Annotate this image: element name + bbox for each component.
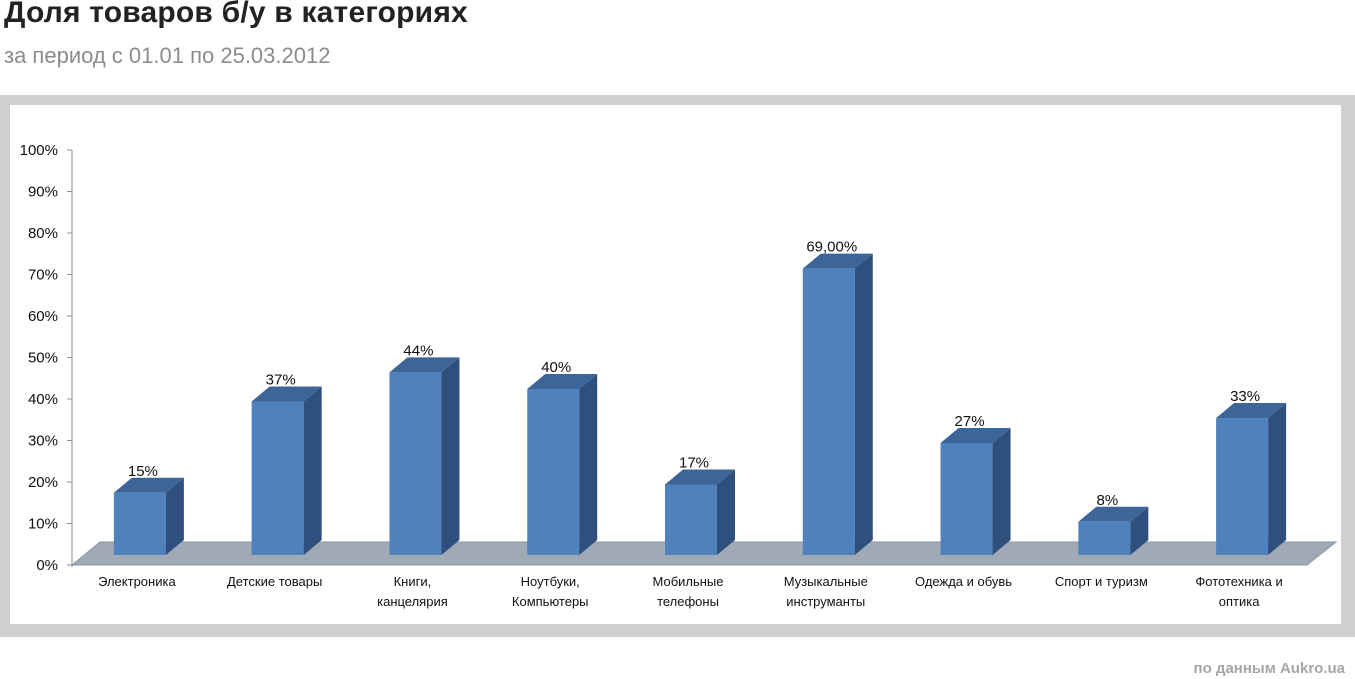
x-category-label: оптика (1219, 594, 1260, 609)
bar-top (1078, 506, 1149, 522)
bar-front (940, 442, 993, 555)
bar-top (940, 427, 1011, 443)
bar-side (717, 469, 735, 555)
bar-side (1130, 506, 1149, 555)
bar-front (251, 401, 304, 555)
y-tick-label: 50% (28, 350, 58, 367)
bar-top (665, 469, 735, 485)
x-category-label: Спорт и туризм (1055, 574, 1148, 589)
x-category-label: Фототехника и (1195, 574, 1282, 589)
data-label: 44% (403, 342, 433, 359)
bar-side (579, 374, 598, 555)
y-tick-label: 40% (28, 391, 58, 408)
bar-top (527, 374, 598, 389)
x-category-label: инструманты (786, 594, 865, 609)
x-category-label: Одежда и обувь (915, 574, 1012, 589)
bar-top (113, 477, 184, 493)
chart-plot-area: 0% 10% 20% 30% 40% 50% 60% 70% 80% 90% 100% 15% Элек… (10, 105, 1341, 624)
bar-chart: 0% 10% 20% 30% 40% 50% 60% 70% 80% 90% 100% 15% Элек… (20, 142, 1338, 609)
bar-front (665, 484, 717, 555)
bar-front (527, 389, 580, 555)
bar-side (441, 357, 460, 555)
bar-top (1216, 403, 1287, 419)
chart-title: Доля товаров б/у в категориях (4, 0, 468, 29)
data-label: 15% (128, 463, 158, 480)
bar-top (389, 357, 460, 373)
y-tick-label: 60% (28, 308, 58, 325)
x-category-label: Книги, (394, 574, 432, 589)
data-label: 37% (266, 371, 296, 388)
bar-side (303, 386, 322, 555)
bar-side (854, 253, 873, 555)
y-tick-label: 100% (20, 142, 58, 159)
bar-front (1078, 521, 1131, 555)
y-tick-label: 90% (28, 184, 58, 201)
data-label: 40% (541, 359, 571, 376)
y-tick-label: 10% (28, 516, 58, 533)
x-category-label: Ноутбуки, (521, 574, 580, 589)
data-label: 33% (1230, 388, 1260, 405)
bar-top (251, 386, 322, 402)
chart-subtitle: за период с 01.01 по 25.03.2012 (4, 43, 331, 68)
bar-side (165, 477, 184, 555)
bar-front (1216, 418, 1269, 555)
source-note: по данным Aukro.ua (1193, 660, 1345, 677)
x-category-label: Детские товары (227, 574, 322, 589)
data-label: 8% (1096, 492, 1118, 509)
data-label: 69,00% (806, 239, 857, 256)
data-label: 27% (955, 413, 985, 430)
y-tick-label: 70% (28, 267, 58, 284)
bar-side (1268, 403, 1287, 555)
bar-top (802, 253, 873, 269)
bar-side (992, 427, 1011, 555)
chart-frame: 0% 10% 20% 30% 40% 50% 60% 70% 80% 90% 100% 15% Элек… (0, 95, 1355, 637)
y-tick-label: 80% (28, 225, 58, 242)
y-tick-label: 30% (28, 433, 58, 450)
x-category-label: Музыкальные (784, 574, 868, 589)
x-category-label: Компьютеры (512, 594, 589, 609)
y-tick-label: 0% (36, 557, 58, 574)
data-label: 17% (679, 454, 709, 471)
x-category-label: канцелярия (377, 594, 448, 609)
x-category-label: Мобильные (652, 574, 723, 589)
bar-front (389, 372, 442, 555)
bar-front (802, 268, 855, 555)
y-tick-label: 20% (28, 474, 58, 491)
bar-front (113, 492, 166, 555)
x-category-label: телефоны (657, 594, 719, 609)
x-category-label: Электроника (98, 574, 176, 589)
